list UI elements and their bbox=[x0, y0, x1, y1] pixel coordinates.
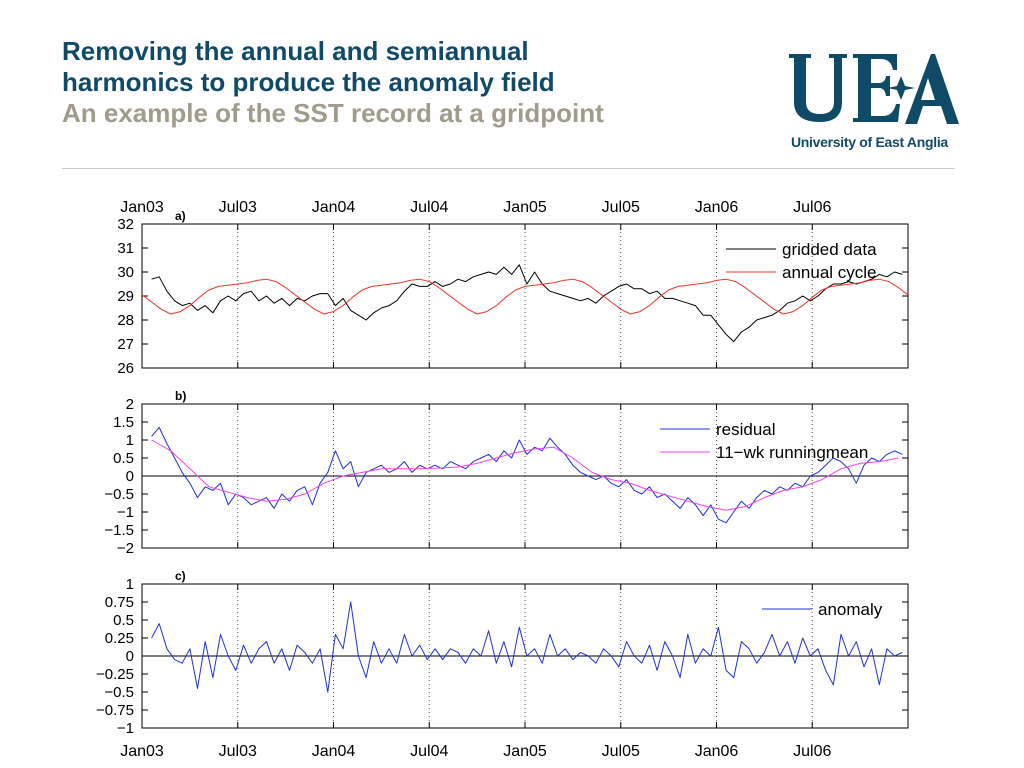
x-tick-label-top: Jul04 bbox=[410, 199, 448, 216]
panel-2-y-tick-label: −1 bbox=[117, 504, 134, 521]
panel-2-y-tick-label: −2 bbox=[117, 540, 134, 557]
panel-1-series-1-line bbox=[151, 264, 903, 343]
panel-2-y-tick-label: 0 bbox=[126, 468, 134, 485]
x-tick-label-top: Jan03 bbox=[120, 199, 164, 216]
x-tick-label-bottom: Jul04 bbox=[410, 743, 448, 760]
x-tick-label-bottom: Jan04 bbox=[312, 743, 356, 760]
x-tick-label-bottom: Jan03 bbox=[120, 743, 164, 760]
panel-3-label: c) bbox=[175, 569, 186, 583]
title-line-2: harmonics to produce the anomaly field bbox=[62, 67, 555, 97]
panel-3-y-tick-label: 0 bbox=[126, 648, 134, 665]
panel-2-y-tick-label: −0.5 bbox=[104, 486, 134, 503]
slide-subtitle: An example of the SST record at a gridpo… bbox=[62, 98, 604, 128]
panel-2-y-tick-label: 0.5 bbox=[113, 450, 134, 467]
panel-1-series-2-line bbox=[141, 278, 909, 315]
panel-3-legend-entry: anomaly bbox=[818, 600, 883, 619]
x-tick-label-bottom: Jul05 bbox=[602, 743, 640, 760]
panel-3-y-tick-label: 0.5 bbox=[113, 612, 134, 629]
x-tick-label-top: Jan04 bbox=[312, 199, 356, 216]
panel-1-legend-entry: annual cycle bbox=[782, 263, 877, 282]
uea-logo bbox=[789, 54, 959, 124]
x-tick-label-top: Jul05 bbox=[602, 199, 640, 216]
panel-3-y-tick-label: 0.25 bbox=[105, 630, 134, 647]
panel-2-y-tick-label: 1.5 bbox=[113, 414, 134, 431]
title-line-1: Removing the annual and semiannual bbox=[62, 36, 529, 66]
x-tick-label-bottom: Jan05 bbox=[503, 743, 547, 760]
panel-1-y-tick-label: 28 bbox=[117, 312, 134, 329]
panel-1-y-tick-label: 29 bbox=[117, 288, 134, 305]
panel-2-y-tick-label: 2 bbox=[126, 396, 134, 413]
panel-2-series-1-line bbox=[151, 426, 903, 524]
x-tick-label-top: Jul03 bbox=[219, 199, 257, 216]
panel-1-y-tick-label: 32 bbox=[117, 216, 134, 233]
x-tick-label-top: Jan06 bbox=[695, 199, 739, 216]
panel-3-y-tick-label: −0.5 bbox=[104, 684, 134, 701]
panel-1-y-tick-label: 30 bbox=[117, 264, 134, 281]
panel-3-y-tick-label: −0.25 bbox=[96, 666, 134, 683]
header-divider bbox=[62, 168, 955, 169]
panel-2-series-2-line bbox=[151, 439, 899, 511]
panel-3-y-tick-label: −1 bbox=[117, 720, 134, 737]
x-tick-label-top: Jan05 bbox=[503, 199, 547, 216]
panel-3-series-1-line bbox=[151, 601, 903, 693]
x-tick-label-bottom: Jan06 bbox=[695, 743, 739, 760]
uea-logo-mark bbox=[789, 54, 959, 124]
slide-title: Removing the annual and semiannual harmo… bbox=[62, 36, 604, 129]
panel-2-y-tick-label: −1.5 bbox=[104, 522, 134, 539]
panel-1-label: a) bbox=[175, 209, 186, 223]
panel-1-y-tick-label: 26 bbox=[117, 360, 134, 377]
panel-2-label: b) bbox=[175, 389, 186, 403]
panel-3-y-tick-label: 0.75 bbox=[105, 594, 134, 611]
panel-1-legend-entry: gridded data bbox=[782, 240, 877, 259]
x-tick-label-bottom: Jul06 bbox=[793, 743, 831, 760]
panel-2-y-tick-label: 1 bbox=[126, 432, 134, 449]
panel-1-y-tick-label: 31 bbox=[117, 240, 134, 257]
panel-1-y-tick-label: 27 bbox=[117, 336, 134, 353]
sst-figure: 26 27 28 29 30 31 32 a) gridded data annual cycle… bbox=[96, 199, 909, 760]
panel-3-y-tick-label: 1 bbox=[126, 576, 134, 593]
x-tick-label-bottom: Jul03 bbox=[219, 743, 257, 760]
logo-caption: University of East Anglia bbox=[791, 134, 948, 150]
x-tick-label-top: Jul06 bbox=[793, 199, 831, 216]
panel-2-legend-entry: 11−wk runningmean bbox=[716, 443, 868, 462]
panel-2-legend-entry: residual bbox=[716, 420, 776, 439]
panel-3-y-tick-label: −0.75 bbox=[96, 702, 134, 719]
